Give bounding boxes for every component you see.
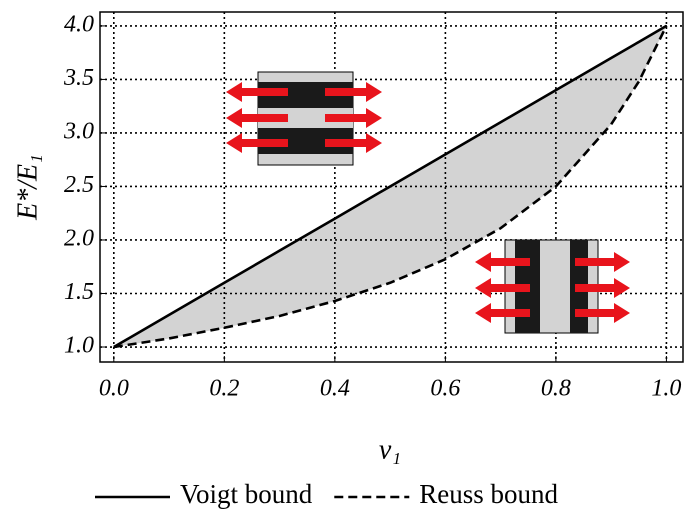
y-tick-label: 1.0 (64, 333, 94, 359)
series-line (113, 25, 668, 349)
legend: Voigt bound Reuss bound (95, 479, 559, 509)
y-axis-label: E*/E₁ (12, 154, 43, 221)
y-tick-label: 2.5 (64, 172, 94, 198)
arrow (226, 108, 288, 128)
legend-label: Reuss bound (419, 479, 558, 509)
arrow (475, 252, 530, 272)
y-tick-label: 4.0 (64, 11, 94, 37)
x-tick-label: 0.2 (209, 376, 239, 402)
x-tick-label: 0.4 (320, 376, 350, 402)
arrow (575, 278, 630, 298)
inset-layer (258, 108, 353, 128)
arrow (226, 82, 288, 102)
arrow (575, 303, 630, 323)
series-line (113, 24, 668, 349)
y-tick-label: 1.5 (64, 279, 94, 305)
arrow (325, 108, 382, 128)
x-tick-label: 1.0 (651, 376, 681, 402)
plot-area: 0.0 0.2 0.4 0.6 0.8 1.0 1.0 1.5 2.0 2.5 3.0 3.5 4.0 (63, 11, 684, 402)
y-tick-label: 2.0 (64, 225, 94, 251)
arrow (575, 252, 630, 272)
legend-label: Voigt bound (180, 479, 313, 509)
x-tick-label: 0.8 (541, 376, 571, 402)
arrow (475, 278, 530, 298)
y-tick-label: 3.5 (63, 65, 94, 91)
y-tick-label: 3.0 (63, 118, 94, 144)
arrow (325, 82, 382, 102)
arrow (226, 133, 288, 153)
x-tick-label: 0.0 (99, 376, 129, 402)
arrow (325, 133, 382, 153)
plot-frame (99, 11, 684, 363)
x-tick-label: 0.6 (430, 376, 460, 402)
x-axis-label: ν₁ (379, 434, 401, 465)
arrow (475, 303, 530, 323)
load-arrows (226, 82, 630, 323)
